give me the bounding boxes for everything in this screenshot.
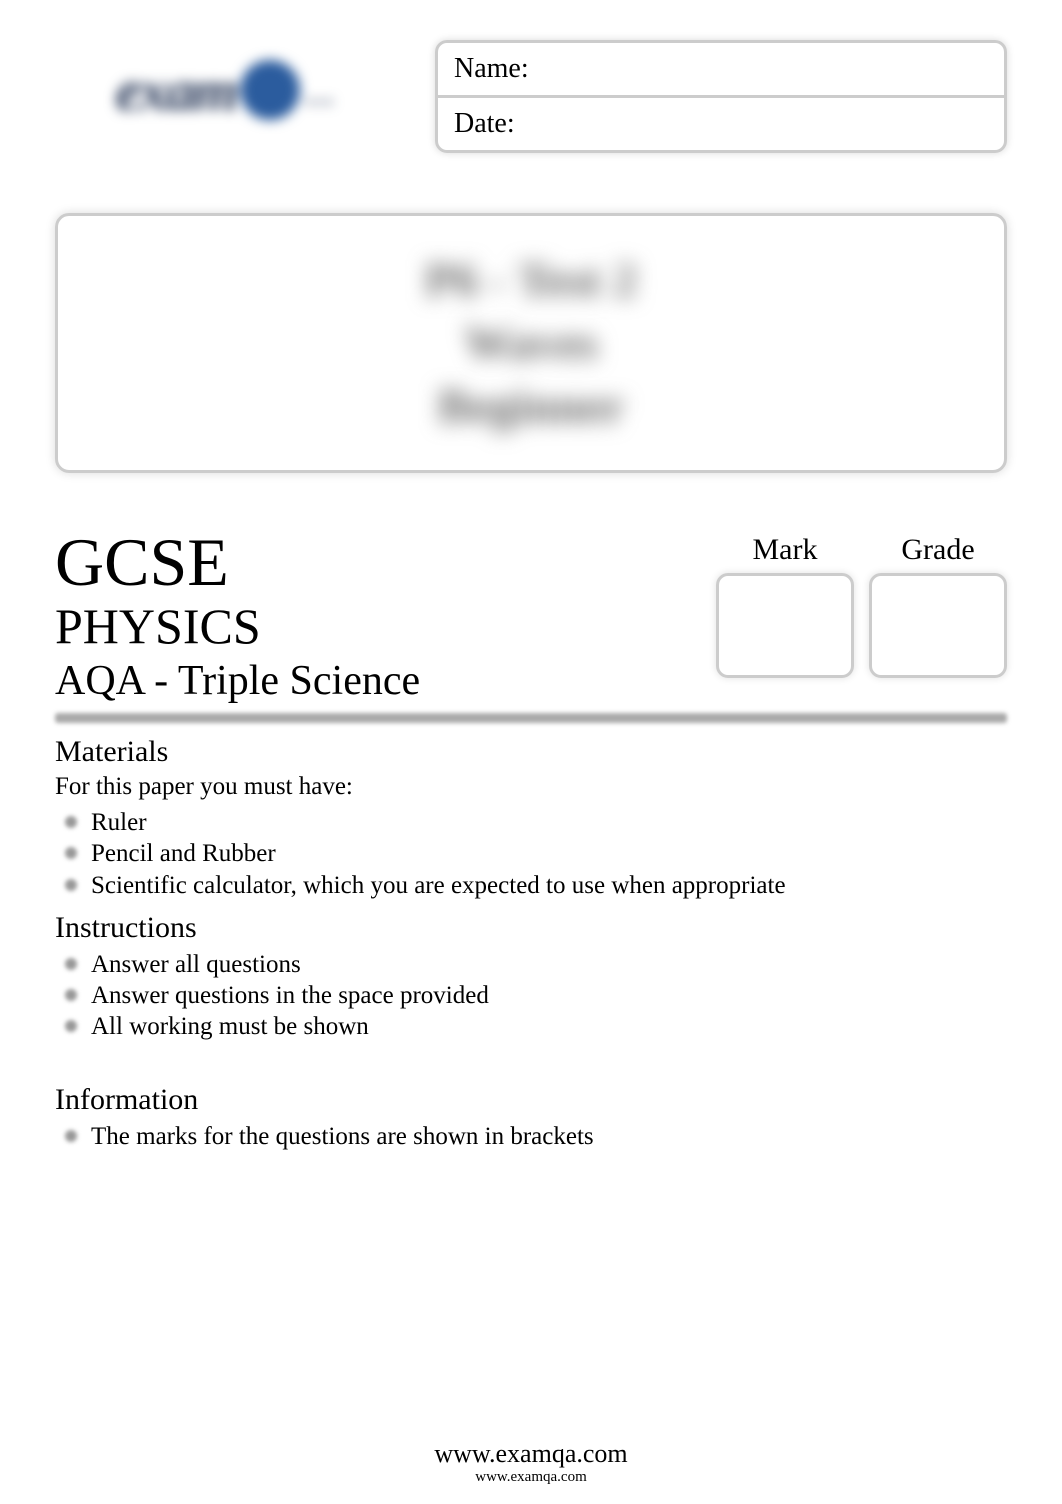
list-item: The marks for the questions are shown in…: [65, 1121, 1007, 1152]
information-section: Information The marks for the questions …: [55, 1083, 1007, 1152]
information-heading: Information: [55, 1083, 1007, 1117]
footer: www.examqa.com www.examqa.com: [0, 1439, 1062, 1486]
materials-heading: Materials: [55, 735, 1007, 769]
grade-box[interactable]: [869, 573, 1007, 678]
date-field[interactable]: Date:: [438, 98, 1004, 150]
exam-subject: PHYSICS: [55, 597, 716, 655]
exam-header: GCSE PHYSICS AQA - Triple Science Mark G…: [55, 523, 1007, 705]
title-line-2: Waves: [464, 316, 597, 371]
list-item: Ruler: [65, 807, 1007, 838]
mark-column: Mark: [716, 533, 854, 678]
materials-intro: For this paper you must have:: [55, 773, 1007, 801]
mark-grade-section: Mark Grade: [716, 533, 1007, 678]
list-item: All working must be shown: [65, 1011, 1007, 1042]
exam-titles: GCSE PHYSICS AQA - Triple Science: [55, 523, 716, 705]
instructions-heading: Instructions: [55, 911, 1007, 945]
name-field[interactable]: Name:: [438, 43, 1004, 98]
instructions-list: Answer all questions Answer questions in…: [55, 949, 1007, 1043]
logo-text-left: exam: [116, 57, 237, 124]
list-item: Answer questions in the space provided: [65, 980, 1007, 1011]
title-line-3: Beginner: [438, 379, 625, 434]
logo-text-right: ...: [304, 67, 334, 114]
footer-url-small: www.examqa.com: [0, 1469, 1062, 1486]
logo-circle-icon: [240, 60, 300, 120]
title-line-1: P6 - Test 2: [425, 253, 637, 308]
list-item: Answer all questions: [65, 949, 1007, 980]
list-item: Pencil and Rubber: [65, 838, 1007, 869]
materials-section: Materials For this paper you must have: …: [55, 735, 1007, 901]
grade-column: Grade: [869, 533, 1007, 678]
date-label: Date:: [454, 108, 515, 140]
footer-url-big: www.examqa.com: [0, 1439, 1062, 1469]
name-date-box: Name: Date:: [435, 40, 1007, 153]
top-row: exam ... Name: Date:: [55, 40, 1007, 153]
title-box: P6 - Test 2 Waves Beginner: [55, 213, 1007, 473]
information-list: The marks for the questions are shown in…: [55, 1121, 1007, 1152]
mark-label: Mark: [753, 533, 818, 567]
logo: exam ...: [55, 40, 395, 140]
grade-label: Grade: [901, 533, 974, 567]
divider: [55, 713, 1007, 723]
mark-box[interactable]: [716, 573, 854, 678]
instructions-section: Instructions Answer all questions Answer…: [55, 911, 1007, 1043]
name-label: Name:: [454, 53, 529, 85]
materials-list: Ruler Pencil and Rubber Scientific calcu…: [55, 807, 1007, 901]
exam-cover-page: exam ... Name: Date: P6 - Test 2 Waves B…: [0, 0, 1062, 1504]
list-item: Scientific calculator, which you are exp…: [65, 870, 1007, 901]
exam-board: AQA - Triple Science: [55, 657, 716, 705]
exam-level: GCSE: [55, 523, 716, 602]
